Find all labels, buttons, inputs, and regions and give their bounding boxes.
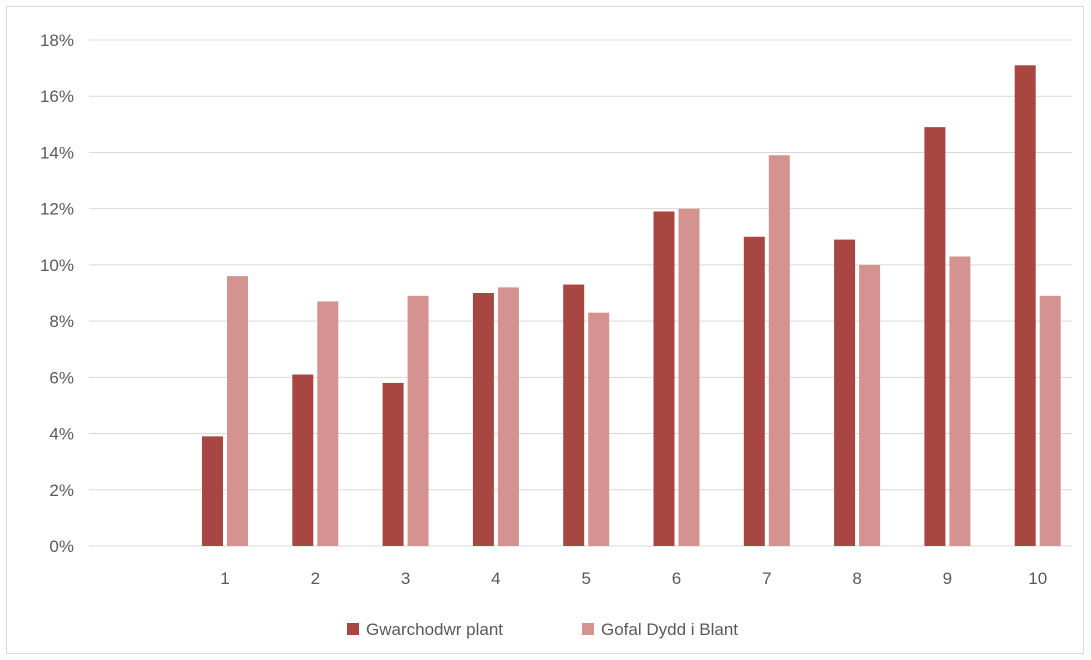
y-tick-label: 18% xyxy=(40,31,74,50)
y-tick-label: 16% xyxy=(40,87,74,106)
bar-series-2-cat-6 xyxy=(678,208,700,546)
bar-series-2-cat-9 xyxy=(949,256,971,546)
y-tick-label: 0% xyxy=(49,537,74,556)
bar-series-2-cat-7 xyxy=(768,155,790,546)
y-tick-label: 10% xyxy=(40,256,74,275)
bar-series-2-cat-10 xyxy=(1039,295,1061,546)
x-tick-label: 1 xyxy=(220,569,229,588)
bar-series-1-cat-7 xyxy=(743,236,765,546)
x-tick-label: 10 xyxy=(1028,569,1047,588)
bar-series-2-cat-2 xyxy=(317,301,339,546)
x-tick-label: 3 xyxy=(401,569,410,588)
bars xyxy=(202,65,1061,547)
bar-series-1-cat-9 xyxy=(924,127,946,547)
x-tick-label: 8 xyxy=(852,569,861,588)
y-tick-label: 4% xyxy=(49,425,74,444)
bar-series-2-cat-8 xyxy=(859,264,881,546)
y-tick-label: 12% xyxy=(40,200,74,219)
x-tick-label: 7 xyxy=(762,569,771,588)
legend-swatch-series-2 xyxy=(582,623,594,635)
legend: Gwarchodwr plant Gofal Dydd i Blant xyxy=(347,620,738,639)
bar-series-1-cat-1 xyxy=(202,436,223,546)
bar-series-1-cat-4 xyxy=(472,293,494,546)
bar-series-1-cat-6 xyxy=(653,211,675,546)
bar-series-2-cat-1 xyxy=(227,276,248,546)
x-tick-label: 6 xyxy=(672,569,681,588)
legend-label-series-2: Gofal Dydd i Blant xyxy=(601,620,738,639)
bar-series-2-cat-5 xyxy=(588,312,610,546)
x-tick-label: 5 xyxy=(581,569,590,588)
bar-series-2-cat-3 xyxy=(407,295,429,546)
x-axis: 1 2 3 4 5 6 7 8 9 10 xyxy=(220,569,1047,588)
y-axis: 0% 2% 4% 6% 8% 10% 12% 14% 16% 18% xyxy=(40,31,74,556)
legend-swatch-series-1 xyxy=(347,623,359,635)
x-tick-label: 4 xyxy=(491,569,500,588)
gridlines xyxy=(89,39,1072,547)
bar-series-1-cat-2 xyxy=(292,374,314,546)
bar-series-1-cat-10 xyxy=(1014,65,1036,547)
y-tick-label: 6% xyxy=(49,368,74,387)
legend-label-series-1: Gwarchodwr plant xyxy=(366,620,503,639)
bar-series-1-cat-5 xyxy=(563,284,585,546)
y-tick-label: 8% xyxy=(49,312,74,331)
y-tick-label: 2% xyxy=(49,481,74,500)
y-tick-label: 14% xyxy=(40,143,74,162)
bar-series-1-cat-3 xyxy=(382,382,404,546)
bar-series-1-cat-8 xyxy=(834,239,856,547)
bar-series-2-cat-4 xyxy=(497,287,519,546)
x-tick-label: 9 xyxy=(943,569,952,588)
x-tick-label: 2 xyxy=(311,569,320,588)
